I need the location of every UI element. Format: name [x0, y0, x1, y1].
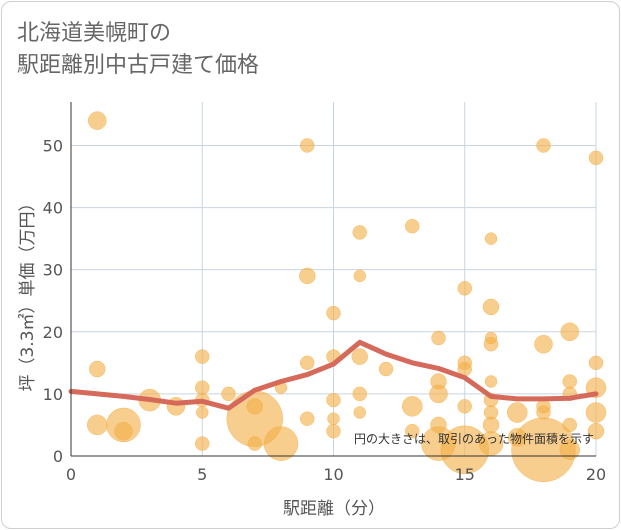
data-bubble — [431, 330, 446, 346]
y-axis-label: 坪（3.3㎡）単価（万円） — [18, 194, 38, 391]
data-bubble — [588, 150, 604, 166]
data-bubble — [457, 399, 472, 414]
data-bubble — [195, 380, 210, 395]
y-tick-label: 0 — [53, 447, 63, 466]
data-bubble — [484, 375, 498, 388]
average-price-line — [68, 339, 599, 411]
data-bubble — [196, 406, 209, 419]
data-bubble — [326, 392, 341, 408]
data-bubble — [353, 269, 366, 283]
data-bubble — [300, 411, 315, 426]
data-bubble — [405, 423, 420, 439]
data-bubble — [247, 436, 262, 451]
data-bubble — [352, 225, 367, 240]
data-bubble — [195, 436, 210, 451]
title-line-1: 北海道美幌町の — [17, 21, 172, 46]
data-bubble — [484, 232, 498, 245]
data-bubble — [536, 405, 551, 420]
data-bubble — [429, 384, 448, 404]
data-bubble — [114, 421, 133, 441]
data-bubble — [588, 355, 604, 371]
data-bubble — [88, 111, 107, 130]
data-bubble — [351, 348, 368, 365]
x-tick-label: 0 — [66, 465, 76, 484]
data-bubble — [560, 322, 579, 342]
x-axis-label: 駅距離（分） — [283, 499, 385, 519]
x-tick-label: 5 — [197, 465, 207, 484]
title-line-2: 駅距離別中古戸建て価格 — [17, 53, 260, 78]
data-bubble — [587, 422, 605, 440]
chart-title: 北海道美幌町の 駅距離別中古戸建て価格 — [17, 18, 259, 82]
data-bubble — [402, 396, 423, 417]
data-bubble — [221, 386, 236, 402]
data-bubble — [326, 423, 341, 439]
data-bubble — [195, 349, 210, 364]
data-bubble — [585, 402, 607, 423]
data-bubble — [352, 386, 367, 402]
data-bubble — [327, 412, 340, 425]
y-tick-label: 50 — [43, 136, 63, 155]
data-bubble — [457, 281, 472, 296]
data-bubble — [89, 360, 106, 378]
data-bubble — [353, 406, 366, 419]
y-tick-label: 20 — [43, 323, 63, 342]
data-bubble — [559, 439, 580, 461]
bubble-layer — [87, 111, 607, 483]
x-tick-label: 15 — [455, 465, 475, 484]
data-bubble — [482, 416, 500, 434]
axes: 0 5 10 15 20 0 10 20 30 40 50 — [43, 102, 606, 484]
data-bubble — [300, 138, 315, 153]
data-bubble — [562, 417, 577, 433]
data-bubble — [483, 336, 499, 352]
data-bubble — [536, 138, 551, 153]
x-tick-label: 10 — [323, 465, 343, 484]
data-bubble — [482, 298, 500, 316]
y-tick-label: 30 — [43, 261, 63, 280]
x-tick-label: 20 — [586, 465, 606, 484]
data-bubble — [299, 267, 316, 285]
data-bubble — [378, 361, 394, 377]
data-bubble — [263, 426, 299, 461]
data-bubble — [507, 402, 528, 423]
y-tick-label: 10 — [43, 385, 63, 404]
data-bubble — [326, 305, 341, 321]
y-tick-label: 40 — [43, 199, 63, 218]
bubble-size-note: 円の大きさは、取引のあった物件面積を示す — [354, 431, 594, 446]
data-bubble — [562, 374, 577, 389]
data-bubble — [405, 218, 420, 234]
data-bubble — [87, 414, 108, 436]
data-bubble — [534, 334, 553, 354]
data-bubble — [300, 355, 315, 371]
